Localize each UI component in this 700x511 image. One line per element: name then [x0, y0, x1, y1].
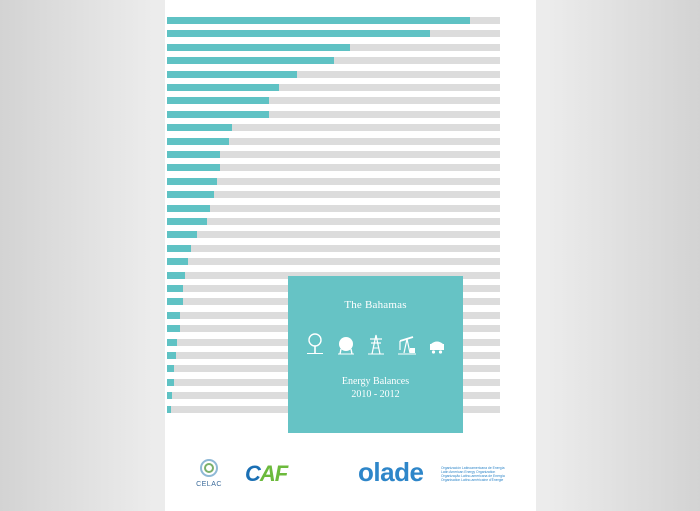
bar-fill [167, 43, 351, 51]
bar-fill [167, 151, 221, 158]
bar-fill [167, 84, 279, 91]
bar-track [167, 57, 500, 65]
caf-logo-c: C [245, 461, 261, 486]
bar-fill [167, 378, 174, 386]
mine-cart-icon [427, 333, 447, 355]
bar-track [167, 164, 500, 172]
bar-fill [167, 325, 181, 333]
olade-description: Organización Latinoamericana de Energía … [441, 466, 521, 482]
bar-track [167, 177, 500, 185]
bar-fill [167, 191, 214, 199]
olade-logo: olade [358, 457, 424, 487]
olade-line: Organización Latinoamericana de Energía [441, 466, 505, 470]
bar-fill [167, 137, 229, 145]
bar-fill [167, 30, 431, 38]
bar-track [167, 271, 500, 279]
title-panel: The Bahamas [288, 276, 463, 433]
oil-pump-icon [397, 333, 417, 355]
bar-fill [167, 311, 181, 319]
bar-track [167, 258, 500, 266]
caf-logo-af: AF [259, 461, 288, 486]
bar-fill [167, 218, 207, 225]
bar-track [167, 218, 500, 225]
energy-icons [305, 331, 447, 355]
bar-fill [167, 244, 192, 252]
celac-inner-ring-icon [204, 463, 214, 473]
caf-logo: CAF [245, 461, 288, 487]
bar-track [167, 204, 500, 212]
bar-fill [167, 231, 197, 239]
bar-fill [167, 17, 471, 24]
bar-fill [167, 110, 269, 118]
bar-track [167, 97, 500, 105]
bar-fill [167, 392, 172, 400]
bar-track [167, 137, 500, 145]
bar-fill [167, 365, 174, 373]
celac-logo: CELAC [190, 459, 228, 495]
celac-ring-icon [200, 459, 218, 477]
bar-fill [167, 177, 217, 185]
bar-track [167, 124, 500, 132]
report-subtitle: Energy Balances 2010 - 2012 [288, 375, 463, 401]
country-name: The Bahamas [344, 299, 407, 311]
report-title: Energy Balances [341, 376, 410, 387]
cover-page: The Bahamas [165, 0, 536, 511]
bar-fill [167, 70, 297, 78]
olade-line: Organisation Latino-américaine d'Énergie [441, 478, 504, 483]
bar-track [167, 30, 500, 38]
celac-label: CELAC [196, 481, 222, 488]
bar-track [167, 84, 500, 91]
bar-track [167, 191, 500, 199]
report-period: 2010 - 2012 [351, 389, 400, 400]
olade-line: Organização Latino-americana de Energia [441, 474, 505, 479]
bar-track [167, 70, 500, 78]
bar-track [167, 231, 500, 239]
bar-fill [167, 57, 334, 65]
bar-fill [167, 338, 178, 346]
bar-fill [167, 352, 176, 359]
bar-track [167, 151, 500, 158]
bar-fill [167, 285, 183, 292]
bar-fill [167, 271, 186, 279]
bar-track [167, 17, 500, 24]
gas-tank-icon [336, 333, 356, 355]
power-tower-icon [366, 333, 386, 355]
bar-fill [167, 204, 211, 212]
bar-track [167, 110, 500, 118]
bar-fill [167, 298, 183, 306]
tree-icon [305, 333, 325, 355]
bar-fill [167, 258, 188, 266]
bar-fill [167, 124, 232, 132]
bar-fill [167, 97, 269, 105]
bar-fill [167, 405, 171, 413]
bar-fill [167, 164, 221, 172]
bar-track [167, 244, 500, 252]
bar-track [167, 43, 500, 51]
olade-line: Latin American Energy Organization [441, 470, 496, 475]
